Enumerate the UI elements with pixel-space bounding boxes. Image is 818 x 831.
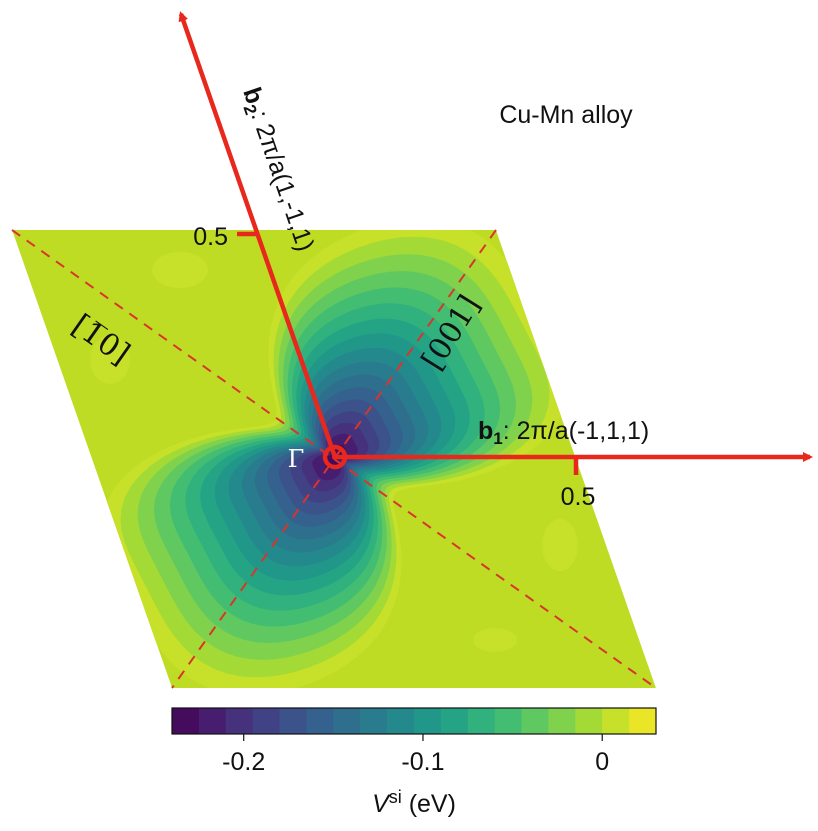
gamma-point — [322, 444, 348, 470]
colorbar-tick-label: 0 — [595, 748, 609, 776]
contour-plot — [12, 230, 656, 688]
colorbar-band — [521, 708, 549, 734]
colorbar-band — [279, 708, 307, 734]
colorbar-band — [414, 708, 442, 734]
gamma-label: Γ — [288, 445, 305, 473]
colorbar-band — [333, 708, 361, 734]
colorbar-band — [172, 708, 200, 734]
contour-island — [473, 628, 517, 652]
b2-tick-label: 0.5 — [193, 223, 228, 251]
colorbar-label: Vsi (eV) — [372, 787, 456, 818]
b2-axis-arrow — [178, 11, 338, 458]
gamma-point-center — [332, 454, 338, 460]
colorbar-band — [548, 708, 576, 734]
contour-island — [90, 336, 130, 384]
colorbar-band — [387, 708, 415, 734]
colorbar-band — [198, 708, 227, 734]
contour-island — [152, 252, 208, 288]
colorbar-band — [306, 708, 334, 734]
colorbar-bands — [172, 708, 657, 734]
colorbar-band — [225, 708, 254, 734]
colorbar-band — [494, 708, 523, 734]
colorbar-tick-label: -0.1 — [401, 748, 444, 776]
colorbar-band — [440, 708, 469, 734]
contour-island — [542, 519, 578, 571]
colorbar: -0.2 -0.1 0 Vsi (eV) — [171, 707, 657, 818]
colorbar-ticks: -0.2 -0.1 0 — [222, 734, 609, 776]
colorbar-band — [602, 708, 630, 734]
b1-axis-label: b1: 2π/a(-1,1,1) — [478, 417, 649, 448]
dashed-line-001 — [171, 229, 497, 689]
dashed-line-1-10 — [11, 229, 657, 689]
chart-title: Cu-Mn alloy — [499, 101, 633, 129]
colorbar-tick-label: -0.2 — [222, 748, 265, 776]
colorbar-band — [360, 708, 388, 734]
colorbar-band — [252, 708, 281, 734]
colorbar-band — [467, 708, 496, 734]
colorbar-band — [575, 708, 603, 734]
b1-tick-label: 0.5 — [561, 483, 596, 511]
colorbar-band — [629, 708, 657, 734]
colorbar-frame — [171, 707, 657, 735]
